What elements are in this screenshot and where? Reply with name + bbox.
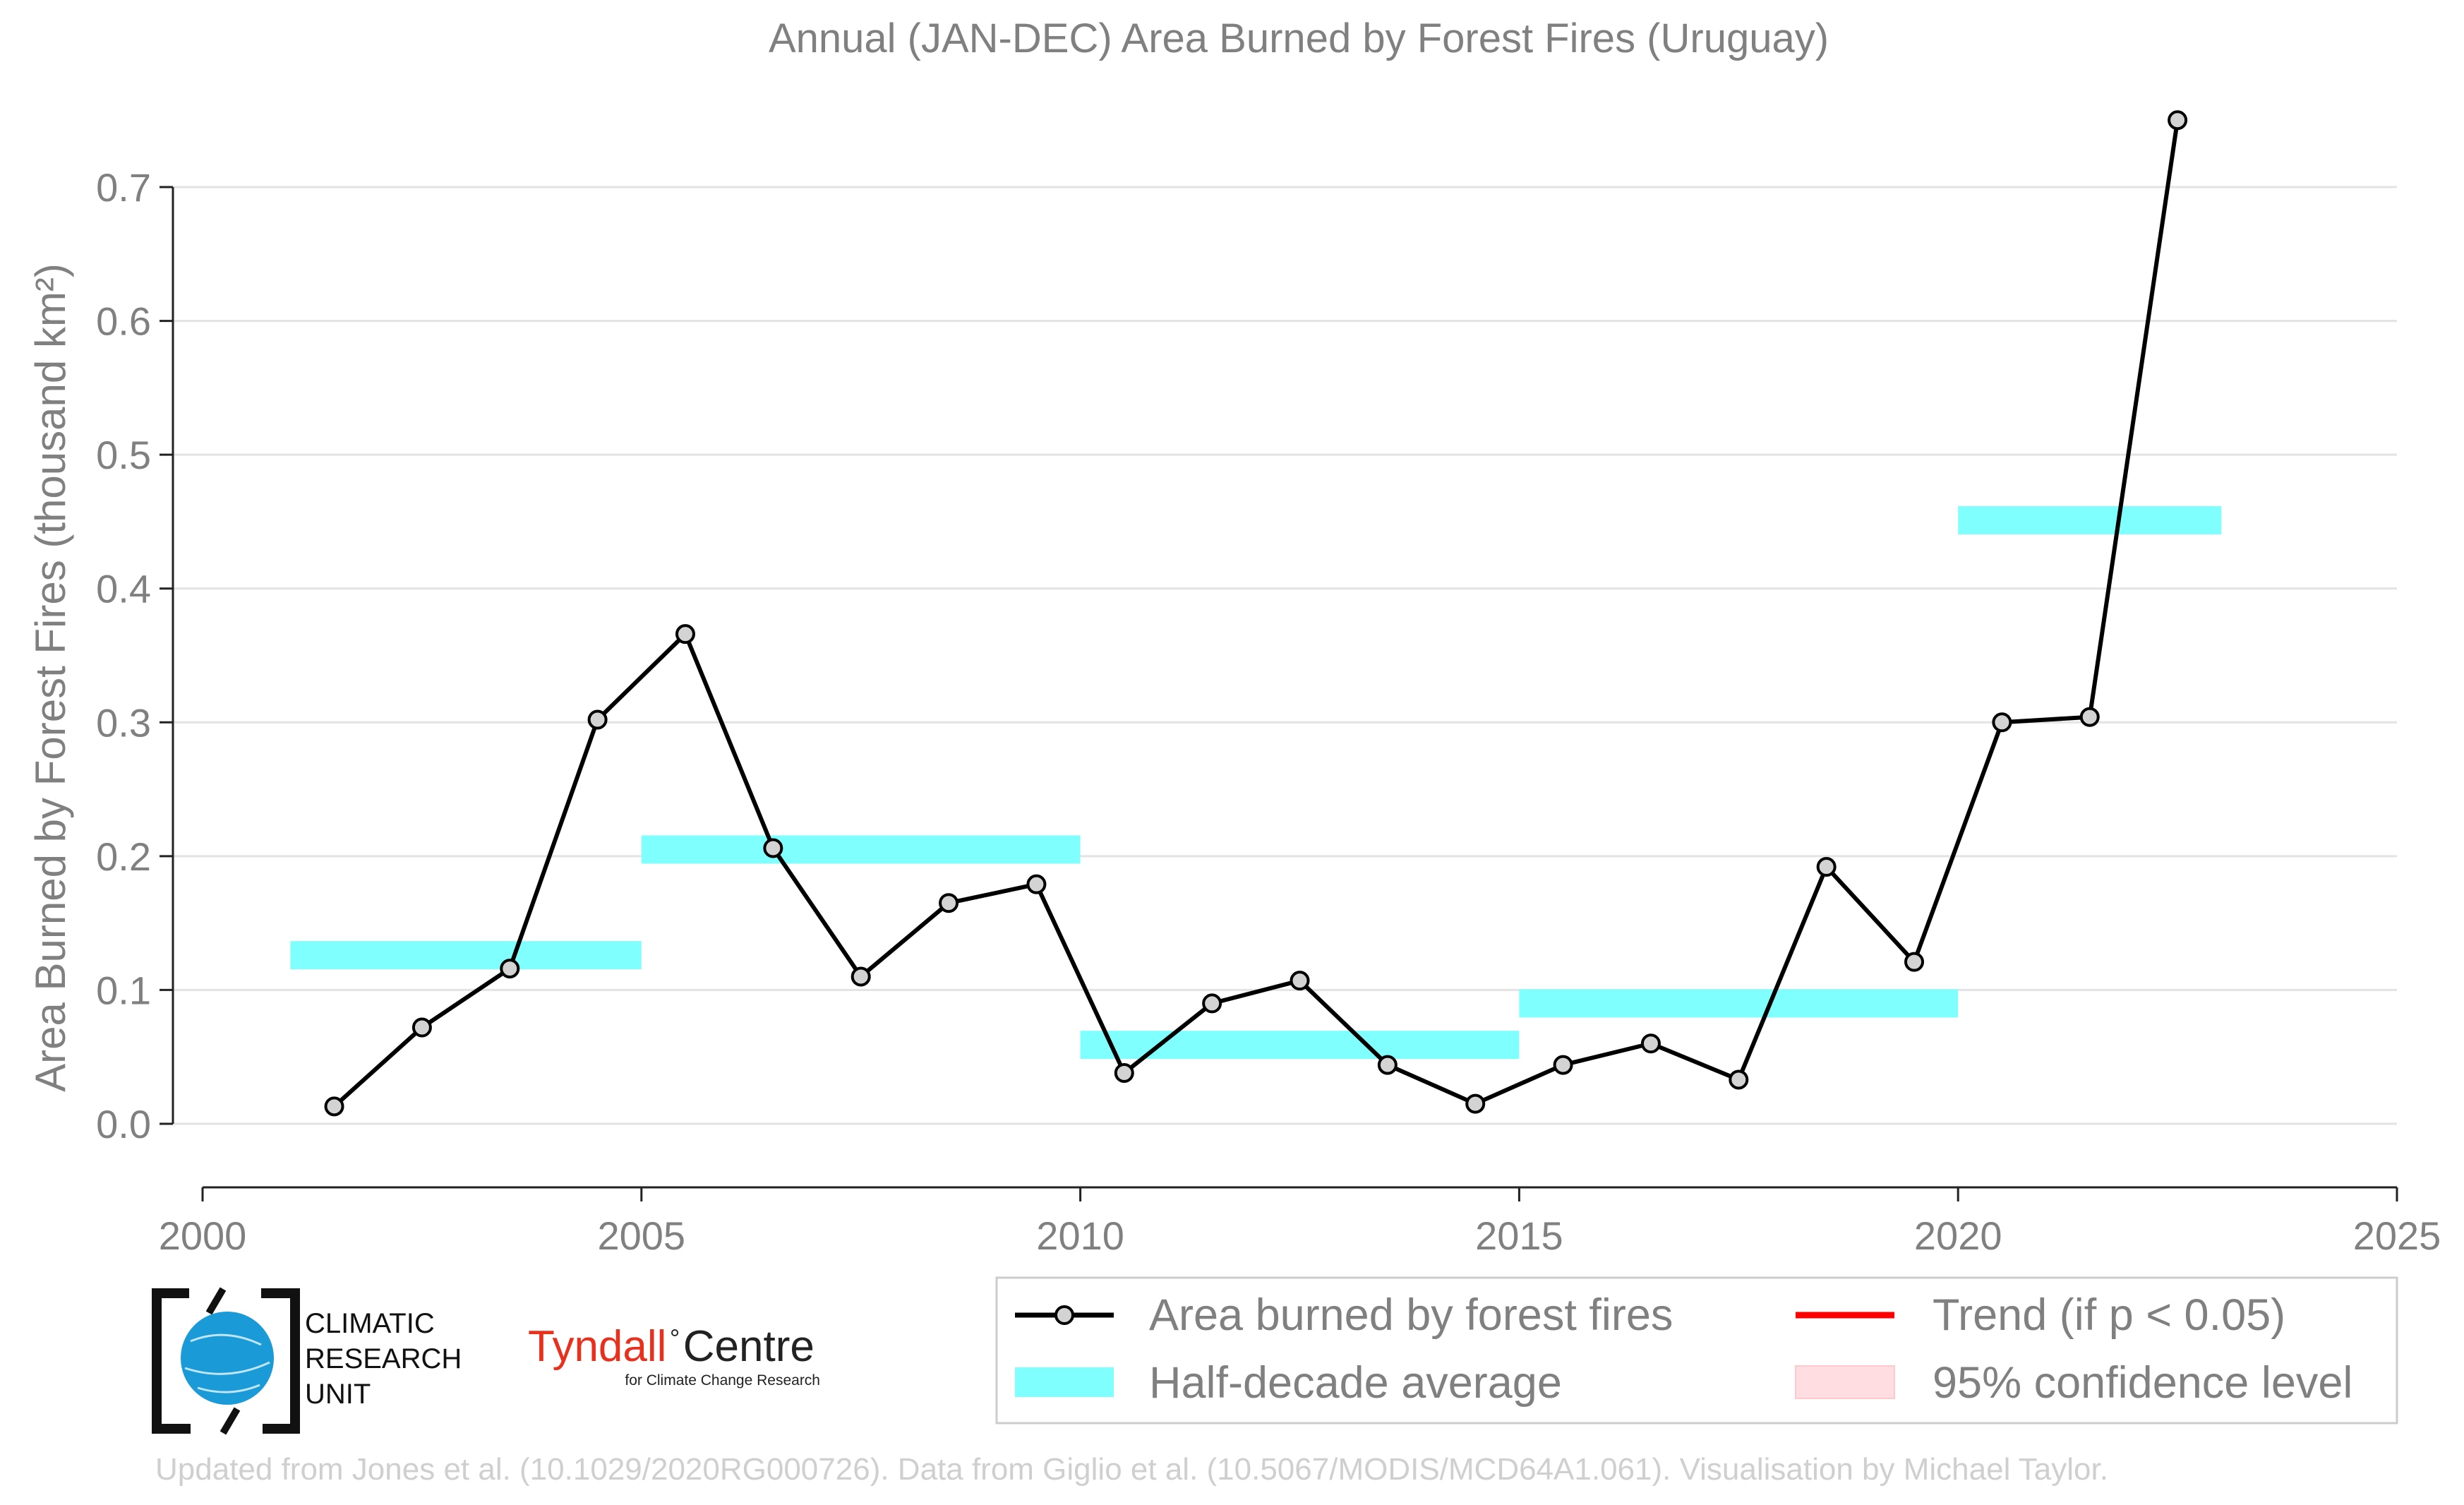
data-point (324, 1096, 344, 1117)
data-point (411, 1017, 432, 1038)
chart-title: Annual (JAN-DEC) Area Burned by Forest F… (769, 16, 1829, 61)
x-tick-label: 2005 (598, 1213, 686, 1258)
y-tick-label: 0.4 (96, 567, 151, 611)
legend-label-trend: Trend (if p < 0.05) (1933, 1290, 2285, 1340)
tyndall-degree: ° (670, 1324, 680, 1353)
tyndall-centre: Centre (683, 1322, 815, 1371)
legend-confidence-swatch (1795, 1365, 1895, 1399)
legend: Area burned by forest fires Half-decade … (995, 1276, 2398, 1425)
data-point (2168, 110, 2188, 131)
data-point (1553, 1055, 1573, 1075)
cru-slash-top (205, 1287, 227, 1315)
y-axis-label: Area Burned by Forest Fires (thousand km… (27, 263, 74, 1092)
grid-lines (173, 186, 2397, 1125)
x-tick-label: 2015 (1475, 1213, 1563, 1258)
data-point (1026, 874, 1047, 894)
cru-globe-contour (190, 1333, 262, 1346)
data-point (500, 959, 520, 979)
half-decade-average-bar (641, 835, 1081, 864)
tyndall-tagline: for Climate Change Research (625, 1372, 820, 1389)
legend-marker-swatch (1054, 1305, 1074, 1325)
data-point (675, 624, 695, 644)
legend-label-confidence: 95% confidence level (1933, 1358, 2352, 1408)
data-point (1465, 1093, 1486, 1114)
data-point (1202, 993, 1222, 1014)
cru-globe-icon (181, 1312, 274, 1405)
tyndall-logo: Tyndall ° Centre for Climate Change Rese… (528, 1322, 820, 1389)
legend-half-decade-swatch (1015, 1367, 1114, 1397)
data-point (2079, 707, 2100, 727)
data-point (1290, 971, 1310, 991)
cru-text-line1: CLIMATIC (305, 1308, 435, 1339)
cru-globe-contour (184, 1361, 270, 1375)
area-burned-line (332, 119, 2180, 1108)
data-point (763, 838, 783, 858)
y-tick-label: 0.0 (96, 1102, 151, 1146)
legend-label-area-burned: Area burned by forest fires (1149, 1290, 1673, 1340)
y-tick-label: 0.6 (96, 299, 151, 344)
y-tick-label: 0.3 (96, 700, 151, 745)
credit-line: Updated from Jones et al. (10.1029/2020R… (155, 1452, 2108, 1487)
y-tick-label: 0.5 (96, 433, 151, 477)
legend-label-half-decade: Half-decade average (1149, 1358, 1562, 1408)
data-point (1640, 1033, 1661, 1054)
data-point (939, 893, 959, 913)
y-tick-label: 0.2 (96, 834, 151, 879)
half-decade-average-bar (1080, 1031, 1520, 1060)
cru-text-line3: UNIT (305, 1379, 371, 1410)
y-tick-label: 0.1 (96, 968, 151, 1012)
half-decade-average-bar (1958, 506, 2222, 535)
half-decade-average-bars (290, 506, 2222, 1060)
area-burned-series (324, 110, 2188, 1117)
cru-bracket-left (152, 1288, 191, 1434)
data-point (587, 709, 608, 730)
data-point (1904, 952, 1925, 972)
tyndall-name: Tyndall (528, 1322, 666, 1371)
data-point (851, 966, 871, 987)
data-point (1729, 1069, 1749, 1090)
cru-globe-contour (197, 1384, 260, 1393)
x-tick-label: 2000 (159, 1213, 247, 1258)
data-point (1114, 1062, 1134, 1083)
cru-bracket-right (261, 1288, 300, 1434)
y-tick-label: 0.7 (96, 165, 151, 210)
tyndall-wordmark: Tyndall ° Centre (528, 1322, 815, 1371)
x-tick-label: 2010 (1036, 1213, 1124, 1258)
data-point (1992, 712, 2012, 733)
half-decade-average-bar (1519, 989, 1959, 1018)
axes: 0.0 0.1 0.2 0.3 0.4 0.5 0.6 0.7 2000 2005 2010 2015… (96, 165, 2441, 1258)
data-point (1377, 1055, 1398, 1075)
half-decade-average-bar (290, 941, 642, 970)
x-tick-label: 2020 (1914, 1213, 2002, 1258)
cru-logo: CLIMATIC RESEARCH UNIT (152, 1287, 462, 1435)
x-tick-label: 2025 (2353, 1213, 2441, 1258)
cru-text-line2: RESEARCH (305, 1343, 462, 1374)
cru-slash-bottom (220, 1407, 241, 1435)
data-point (1816, 857, 1837, 877)
legend-frame (995, 1276, 2398, 1425)
